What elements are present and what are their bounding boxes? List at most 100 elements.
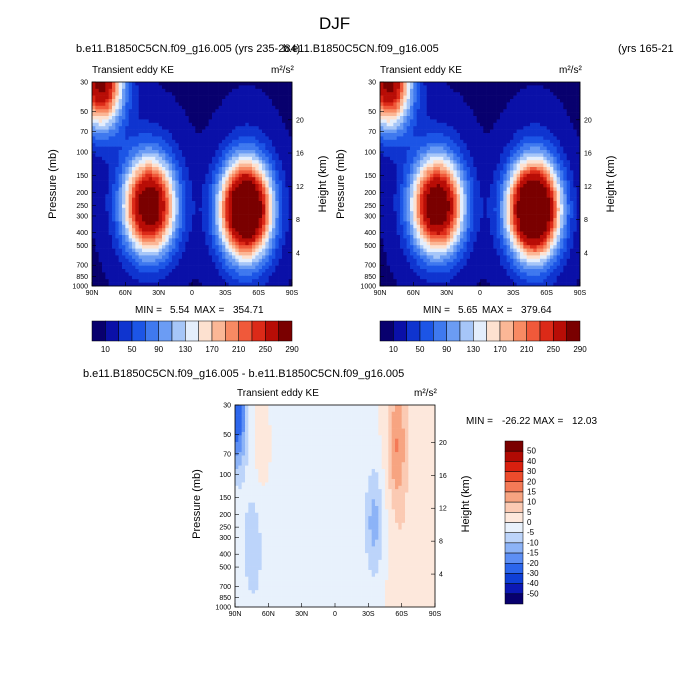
panel1-cell <box>238 95 243 100</box>
panel2-cell <box>476 133 481 137</box>
panel1-cell <box>162 190 166 195</box>
panel1-cell <box>202 279 206 283</box>
panel1-cell <box>205 153 209 158</box>
panel1-cell <box>155 119 159 124</box>
panel1-cell <box>278 146 283 151</box>
panel1-cell <box>188 204 193 209</box>
panel1-cell <box>188 279 193 283</box>
panel2-cell <box>406 116 411 120</box>
panel1-cell <box>258 180 263 185</box>
panel1-cell <box>98 265 103 270</box>
panel2-cell <box>386 112 391 117</box>
panel1-cell <box>168 163 173 168</box>
panel1-cell <box>255 204 259 209</box>
panel2-cell <box>390 112 394 117</box>
panel1-cell <box>238 102 243 107</box>
panel1-cell <box>125 143 129 147</box>
panel1-cell <box>182 241 186 246</box>
panel1-cell <box>105 105 109 110</box>
panel1-cell <box>232 221 236 226</box>
panel1-cell <box>198 102 203 107</box>
panel2-cell <box>446 116 451 120</box>
panel1-cell <box>165 224 169 229</box>
panel2-cell <box>403 126 407 130</box>
panel1-cell <box>225 150 229 154</box>
panel1-cell <box>158 163 163 168</box>
panel2-cell <box>470 95 474 100</box>
panel1-cell <box>178 194 183 198</box>
panel1-cell <box>188 248 193 253</box>
panel1-cell <box>242 221 246 226</box>
panel1-cell <box>242 129 246 134</box>
panel2-cell <box>410 133 414 137</box>
panel1-cell <box>228 163 233 168</box>
panel1-cell <box>158 279 163 283</box>
panel2-cell <box>500 99 504 103</box>
panel1-cell <box>255 184 259 188</box>
panel2-cell <box>406 109 411 113</box>
panel2-cell <box>393 95 397 100</box>
panel1-cell <box>282 119 286 124</box>
panel1-cell <box>238 184 243 188</box>
panel1-cell <box>95 252 99 256</box>
panel2-cell <box>393 102 397 107</box>
panel1-cell <box>102 228 106 232</box>
panel1-cell <box>178 99 183 103</box>
panel1-cell <box>272 136 276 141</box>
panel2-cell <box>536 119 541 124</box>
panel2-cell <box>506 153 511 158</box>
panel1-cell <box>232 163 236 168</box>
panel1-cell <box>235 207 239 212</box>
panel1-cell <box>182 82 186 86</box>
panel2-cell <box>450 129 454 134</box>
panel1-cell <box>138 167 143 171</box>
panel2-cell <box>426 112 431 117</box>
panel2-cell <box>540 139 544 144</box>
panel1-cell <box>128 221 133 226</box>
panel1-cell <box>268 109 273 113</box>
panel1-cell <box>102 173 106 178</box>
panel2-cell <box>570 136 574 141</box>
panel2-cell <box>523 133 527 137</box>
panel1-cell <box>238 252 243 256</box>
panel2-cell <box>493 122 497 127</box>
panel1-cell <box>95 82 99 86</box>
panel1-cell <box>278 265 283 270</box>
panel2-cell <box>423 92 427 96</box>
panel2-cell <box>463 102 467 107</box>
panel1-cell <box>208 133 213 137</box>
panel1-cell <box>228 99 233 103</box>
panel1-cell <box>198 163 203 168</box>
panel2-cell <box>450 92 454 96</box>
panel1-cell <box>188 126 193 130</box>
panel1-cell <box>278 82 283 86</box>
panel2-cell <box>430 146 434 151</box>
panel1-cell <box>102 224 106 229</box>
panel1-cell <box>252 150 256 154</box>
panel1-cell <box>248 180 253 185</box>
panel1-cell <box>265 160 269 164</box>
panel2-cell <box>550 129 554 134</box>
panel1-cell <box>235 180 239 185</box>
panel1-cell <box>205 248 209 253</box>
panel1-cell <box>115 194 119 198</box>
panel2-cell <box>443 112 447 117</box>
panel1-cell <box>278 184 283 188</box>
panel1-cell <box>282 265 286 270</box>
panel2-cell <box>433 105 437 110</box>
panel2-cell <box>423 112 427 117</box>
panel2-cell <box>423 99 427 103</box>
panel2-cell <box>460 133 464 137</box>
panel1-cell <box>235 204 239 209</box>
panel1-colorbar-label: 290 <box>285 345 299 354</box>
panel2-cell <box>416 119 421 124</box>
panel1-cell <box>225 109 229 113</box>
panel1-cell <box>195 241 199 246</box>
panel1-cell <box>128 187 133 192</box>
panel1-cell <box>288 279 293 283</box>
panel1-cell <box>252 136 256 141</box>
panel1-cell <box>232 255 236 260</box>
panel2-cell <box>563 112 567 117</box>
panel2-cell <box>530 109 534 113</box>
panel1-cell <box>212 153 216 158</box>
